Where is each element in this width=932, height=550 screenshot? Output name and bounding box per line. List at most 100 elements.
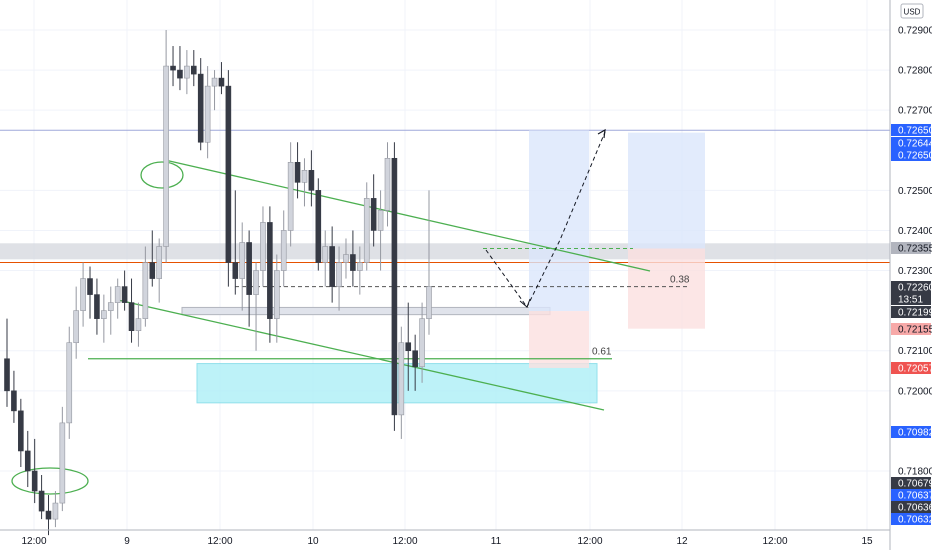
- x-tick-label: 12:00: [21, 536, 46, 547]
- candle-body: [336, 262, 342, 287]
- candle-body: [66, 342, 73, 424]
- candle-body: [315, 190, 322, 263]
- candle-body: [308, 170, 315, 191]
- candle-body: [135, 318, 142, 331]
- projected-path-arrow: [485, 131, 606, 308]
- x-tick-label: 12:00: [392, 536, 417, 547]
- price-tag-label: 0.70679: [898, 479, 932, 490]
- candle-body: [218, 77, 225, 87]
- candle-body: [329, 246, 335, 287]
- candle-body: [149, 262, 156, 279]
- candle-body: [343, 254, 349, 263]
- candle-body: [11, 390, 17, 412]
- candle-body: [114, 286, 121, 303]
- y-tick-label: 0.72500: [898, 186, 932, 197]
- candle-body: [239, 242, 246, 279]
- y-tick-label: 0.72100: [898, 346, 932, 357]
- long-position-stop-area: [628, 248, 705, 329]
- candle-body: [405, 342, 412, 352]
- candle-body: [253, 270, 259, 295]
- candle-body: [184, 65, 190, 79]
- candle-body: [163, 65, 169, 247]
- long-position-target-area: [529, 130, 589, 312]
- x-tick-label: 12:00: [207, 536, 232, 547]
- candle-body: [73, 310, 79, 344]
- candle-body: [107, 302, 114, 311]
- candle-body: [101, 310, 107, 319]
- candle-body: [398, 342, 405, 416]
- price-tag: [891, 306, 931, 318]
- price-tag: [891, 426, 931, 438]
- candle-body: [412, 350, 418, 368]
- resistance-zone: [0, 243, 890, 260]
- currency-button[interactable]: [900, 3, 924, 19]
- candle-body: [59, 422, 66, 504]
- channel-upper-trendline: [164, 159, 651, 272]
- price-tag-label: 0.72644: [898, 139, 932, 150]
- candle-body: [301, 170, 308, 183]
- candle-body: [45, 510, 52, 520]
- x-tick-label: 9: [124, 536, 130, 547]
- price-tag-label: 0.72155: [898, 325, 932, 336]
- x-tick-label: 11: [491, 536, 502, 547]
- candle-body: [280, 230, 287, 271]
- candle-body: [94, 294, 100, 319]
- fib-label-061: 0.61: [592, 347, 612, 358]
- candle-body: [211, 77, 218, 87]
- fib-label-038: 0.38: [670, 275, 690, 286]
- price-tag: [891, 489, 931, 501]
- long-position-stop-area: [529, 311, 589, 368]
- price-tag: [891, 281, 931, 293]
- candle-body: [260, 222, 266, 271]
- candle-body: [128, 302, 135, 331]
- x-tick-label: 10: [307, 536, 319, 547]
- price-tag: [891, 477, 931, 489]
- candle-body: [287, 162, 294, 231]
- y-tick-label: 0.71800: [898, 467, 932, 478]
- candle-body: [197, 73, 204, 143]
- price-tag-label: 0.70637: [898, 491, 932, 502]
- price-tag: [891, 362, 931, 374]
- candle-body: [370, 198, 377, 231]
- candle-body: [274, 270, 280, 319]
- candle-body: [31, 470, 38, 492]
- candle-body: [426, 286, 432, 319]
- candle-body: [232, 262, 239, 279]
- candle-body: [177, 69, 183, 79]
- candle-body: [80, 278, 86, 311]
- long-position-target-area: [628, 132, 705, 249]
- support-box-grey: [181, 306, 551, 316]
- x-tick-label: 12:00: [577, 536, 602, 547]
- price-tag-label: 0.72057: [898, 364, 932, 375]
- candle-body: [18, 410, 24, 452]
- price-tag-label: 13:51: [898, 295, 923, 306]
- channel-lower-trendline: [117, 299, 605, 411]
- candle-body: [142, 262, 149, 319]
- candle-body: [419, 318, 425, 368]
- arrow-head: [519, 298, 531, 308]
- price-axis-background: [890, 0, 932, 550]
- price-tag-label: 0.72355: [898, 244, 932, 255]
- x-tick-label: 12:00: [762, 536, 787, 547]
- y-tick-label: 0.72400: [898, 226, 932, 237]
- price-tag-label: 0.72199: [898, 308, 932, 319]
- candle-body: [322, 246, 329, 263]
- price-tag: [891, 124, 931, 136]
- candle-body: [384, 157, 391, 211]
- price-tag-label: 0.70636: [898, 503, 932, 514]
- price-tag: [891, 501, 931, 513]
- low-highlight-ellipse: [11, 467, 89, 495]
- x-tick-label: 12: [676, 536, 688, 547]
- price-tag: [891, 149, 931, 161]
- currency-button-label: USD: [904, 8, 921, 17]
- price-tag-label: 0.70982: [898, 428, 932, 439]
- candle-body: [24, 450, 31, 472]
- candle-body: [377, 210, 384, 231]
- candle-body: [170, 65, 176, 71]
- candle-body: [267, 222, 273, 319]
- price-tag: [891, 293, 931, 305]
- price-tag: [891, 323, 931, 335]
